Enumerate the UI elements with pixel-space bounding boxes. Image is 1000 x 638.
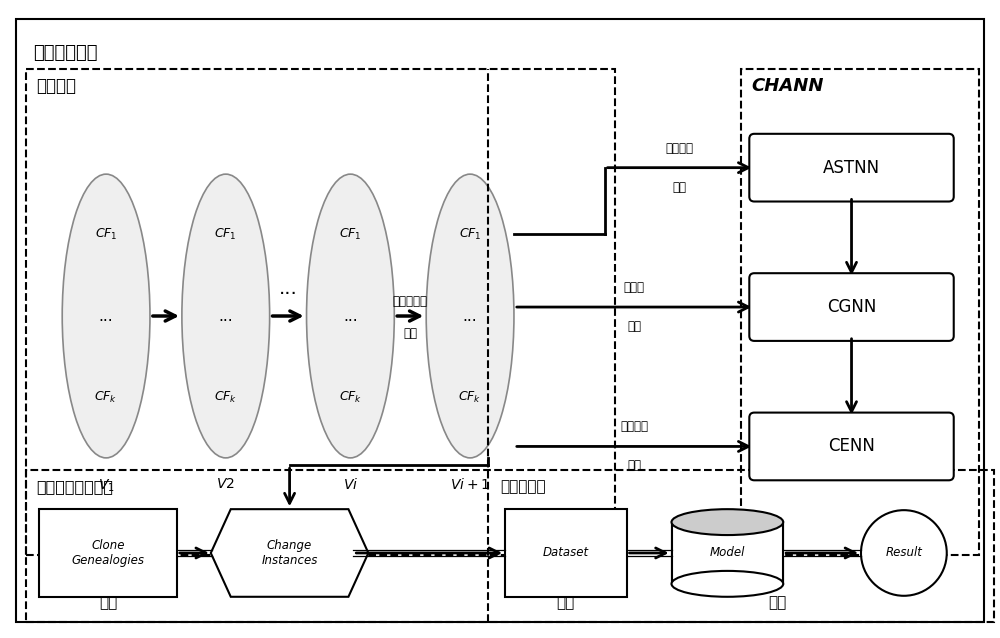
FancyBboxPatch shape <box>749 273 954 341</box>
Bar <box>26 470 994 621</box>
Text: $Vi$: $Vi$ <box>343 477 358 493</box>
Text: 训练和测试: 训练和测试 <box>500 479 546 494</box>
Text: $CF_1$: $CF_1$ <box>339 227 362 242</box>
Text: Clone
Genealogies: Clone Genealogies <box>72 539 145 567</box>
Text: 编码: 编码 <box>627 320 641 333</box>
Text: ...: ... <box>218 309 233 323</box>
Text: CENN: CENN <box>828 438 875 456</box>
Text: ...: ... <box>99 309 113 323</box>
Text: Model: Model <box>710 547 745 560</box>
Text: 克隆变化实例集合: 克隆变化实例集合 <box>36 479 113 494</box>
Text: 预测: 预测 <box>768 595 786 610</box>
FancyBboxPatch shape <box>749 134 954 202</box>
Ellipse shape <box>307 174 394 458</box>
Bar <box>39 509 177 597</box>
Text: $CF_k$: $CF_k$ <box>94 390 118 405</box>
Text: ASTNN: ASTNN <box>823 159 880 177</box>
Text: 编码: 编码 <box>672 181 686 193</box>
Text: 发生一致性: 发生一致性 <box>393 295 428 308</box>
Text: ...: ... <box>343 309 358 323</box>
Text: $Vi+1$: $Vi+1$ <box>450 477 490 493</box>
Text: 克隆组: 克隆组 <box>624 281 645 294</box>
Text: $CF_1$: $CF_1$ <box>95 227 117 242</box>
Text: $CF_1$: $CF_1$ <box>214 227 237 242</box>
Ellipse shape <box>182 174 270 458</box>
Text: $V_1$: $V_1$ <box>98 477 114 494</box>
Text: 训练: 训练 <box>557 595 575 610</box>
Text: CGNN: CGNN <box>827 298 876 316</box>
Bar <box>505 509 627 597</box>
Bar <box>672 522 783 584</box>
Text: $V2$: $V2$ <box>216 477 235 491</box>
Text: $CF_k$: $CF_k$ <box>339 390 362 405</box>
FancyBboxPatch shape <box>749 413 954 480</box>
Ellipse shape <box>672 571 783 597</box>
Text: CHANN: CHANN <box>751 77 824 95</box>
Text: 编码: 编码 <box>627 459 641 472</box>
Text: 克隆演化: 克隆演化 <box>620 420 648 433</box>
Text: Result: Result <box>885 547 922 560</box>
Ellipse shape <box>62 174 150 458</box>
Ellipse shape <box>426 174 514 458</box>
Text: $CF_k$: $CF_k$ <box>458 390 482 405</box>
Text: $CF_1$: $CF_1$ <box>459 227 481 242</box>
Text: $CF_k$: $CF_k$ <box>214 390 237 405</box>
Circle shape <box>861 510 947 596</box>
Text: ...: ... <box>279 279 297 298</box>
Polygon shape <box>211 509 368 597</box>
Text: 代码片段: 代码片段 <box>666 142 694 155</box>
Bar <box>741 69 979 555</box>
Text: 克隆演化表示: 克隆演化表示 <box>33 44 98 62</box>
Text: ...: ... <box>463 309 477 323</box>
Text: 变化: 变化 <box>403 327 417 341</box>
Text: Dataset: Dataset <box>543 547 589 560</box>
Ellipse shape <box>672 509 783 535</box>
Text: Change
Instances: Change Instances <box>261 539 318 567</box>
Bar <box>672 522 783 584</box>
Text: 克隆家系: 克隆家系 <box>36 77 76 95</box>
Text: 收集: 收集 <box>99 595 117 610</box>
Bar <box>26 69 615 555</box>
